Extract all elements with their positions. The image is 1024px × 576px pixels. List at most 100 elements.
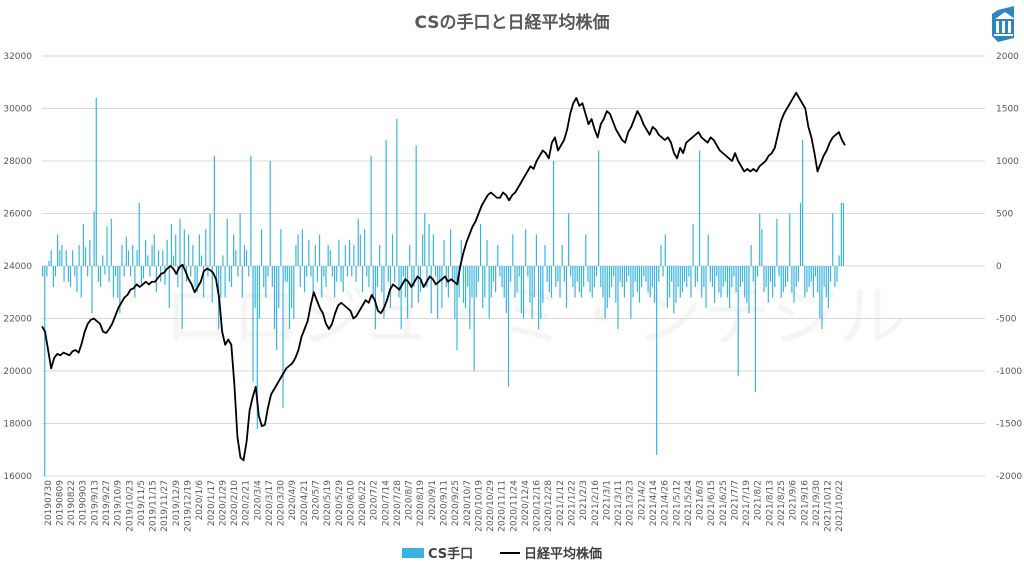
cs-bar	[810, 266, 812, 282]
right-tick-label: -1500	[996, 420, 1022, 430]
cs-bar	[409, 245, 411, 266]
cs-bar	[462, 266, 464, 303]
cs-bar	[486, 239, 488, 266]
cs-bar	[840, 203, 842, 266]
cs-bar	[761, 229, 763, 266]
cs-bar	[284, 266, 286, 282]
cs-bar	[84, 247, 87, 266]
x-axis: 20190730 20190809 20190822 20190903 2019/9/1…	[44, 480, 845, 532]
cs-bar	[140, 266, 142, 287]
cs-bar	[282, 266, 284, 408]
cs-bar	[677, 266, 679, 287]
cs-bar	[164, 266, 166, 285]
cs-bar	[527, 266, 529, 277]
x-tick-label: 20190730	[44, 480, 54, 526]
cs-bar	[437, 266, 439, 319]
cs-bar	[271, 266, 273, 287]
cs-bar	[237, 266, 239, 277]
cs-bar	[334, 266, 336, 298]
x-tick-label: 2019/11/5	[137, 480, 147, 526]
cs-bar	[149, 266, 151, 277]
cs-bar	[705, 266, 707, 308]
cs-bar	[261, 229, 263, 266]
cs-bar	[443, 239, 445, 266]
cs-bar	[355, 266, 357, 282]
cs-bar	[327, 245, 329, 266]
cs-bar	[589, 266, 591, 293]
right-tick-label: -2000	[996, 472, 1022, 482]
cs-bar	[722, 266, 724, 287]
cs-bar	[525, 229, 527, 266]
cs-bar	[514, 266, 516, 298]
cs-bar	[89, 239, 91, 266]
cs-bar	[838, 255, 840, 266]
cs-bar	[778, 266, 780, 277]
cs-bar	[145, 239, 147, 266]
cs-bar	[424, 213, 426, 266]
cs-bar	[656, 266, 658, 455]
cs-bar	[50, 250, 52, 266]
cs-bar	[464, 266, 467, 308]
cs-bar	[636, 266, 638, 293]
cs-bar	[484, 266, 486, 298]
cs-bar	[138, 203, 140, 266]
cs-bar	[256, 266, 258, 429]
cs-bar	[359, 234, 361, 266]
cs-bar	[190, 266, 192, 277]
cs-bar	[376, 266, 379, 287]
cs-bar	[660, 245, 662, 266]
cs-bar	[329, 250, 331, 266]
cs-bar	[499, 266, 501, 277]
left-tick-label: 32000	[3, 52, 32, 62]
x-tick-label: 2021/1/12	[556, 480, 566, 526]
x-tick-label: 2021/8/13	[765, 480, 775, 526]
cs-bar	[829, 266, 832, 282]
cs-bar	[54, 266, 57, 277]
cs-bar	[226, 218, 228, 266]
legend-label-nikkei: 日経平均株価	[524, 546, 602, 562]
cs-bar	[754, 266, 756, 392]
cs-bar	[291, 266, 293, 308]
cs-bar	[398, 266, 400, 298]
cs-bar	[580, 266, 583, 298]
cs-bar	[364, 229, 366, 266]
cs-bar	[688, 266, 690, 277]
cs-bar	[518, 266, 520, 277]
cs-bar	[836, 266, 838, 282]
cs-bar	[666, 266, 668, 308]
cs-bar	[623, 266, 626, 298]
cs-bar	[772, 266, 774, 298]
cs-bar	[774, 266, 776, 287]
cs-bar	[123, 266, 125, 277]
cs-bar	[748, 266, 750, 314]
cs-bar	[583, 266, 585, 287]
cs-bar	[46, 266, 48, 277]
x-tick-label: 2020/1/6	[195, 480, 205, 521]
cs-bar	[188, 234, 190, 266]
cs-bar	[585, 234, 587, 266]
cs-bar	[784, 266, 787, 287]
cs-bar	[368, 266, 370, 287]
cs-bar	[263, 266, 265, 287]
x-tick-label: 2019/11/27	[160, 480, 170, 532]
cs-bar	[80, 266, 82, 298]
cs-bar	[806, 266, 808, 293]
x-tick-label: 2021/9/6	[789, 480, 799, 521]
cs-bar	[215, 266, 218, 287]
cs-bar	[819, 266, 821, 319]
cs-bar	[653, 266, 656, 303]
cs-bar	[299, 266, 301, 287]
cs-bar	[756, 266, 759, 277]
x-tick-label: 2021/3/23	[626, 480, 636, 526]
x-tick-label: 2021/9/16	[800, 480, 810, 526]
right-tick-label: -500	[996, 315, 1017, 325]
cs-bar	[664, 234, 666, 266]
cs-bar	[793, 266, 795, 303]
cs-bar	[576, 266, 578, 282]
cs-bar	[591, 266, 593, 298]
cs-bar	[52, 266, 54, 287]
cs-bar	[553, 161, 555, 266]
x-tick-label: 2021/5/24	[684, 480, 694, 526]
cs-bar	[658, 266, 660, 282]
cs-bar	[381, 266, 383, 293]
